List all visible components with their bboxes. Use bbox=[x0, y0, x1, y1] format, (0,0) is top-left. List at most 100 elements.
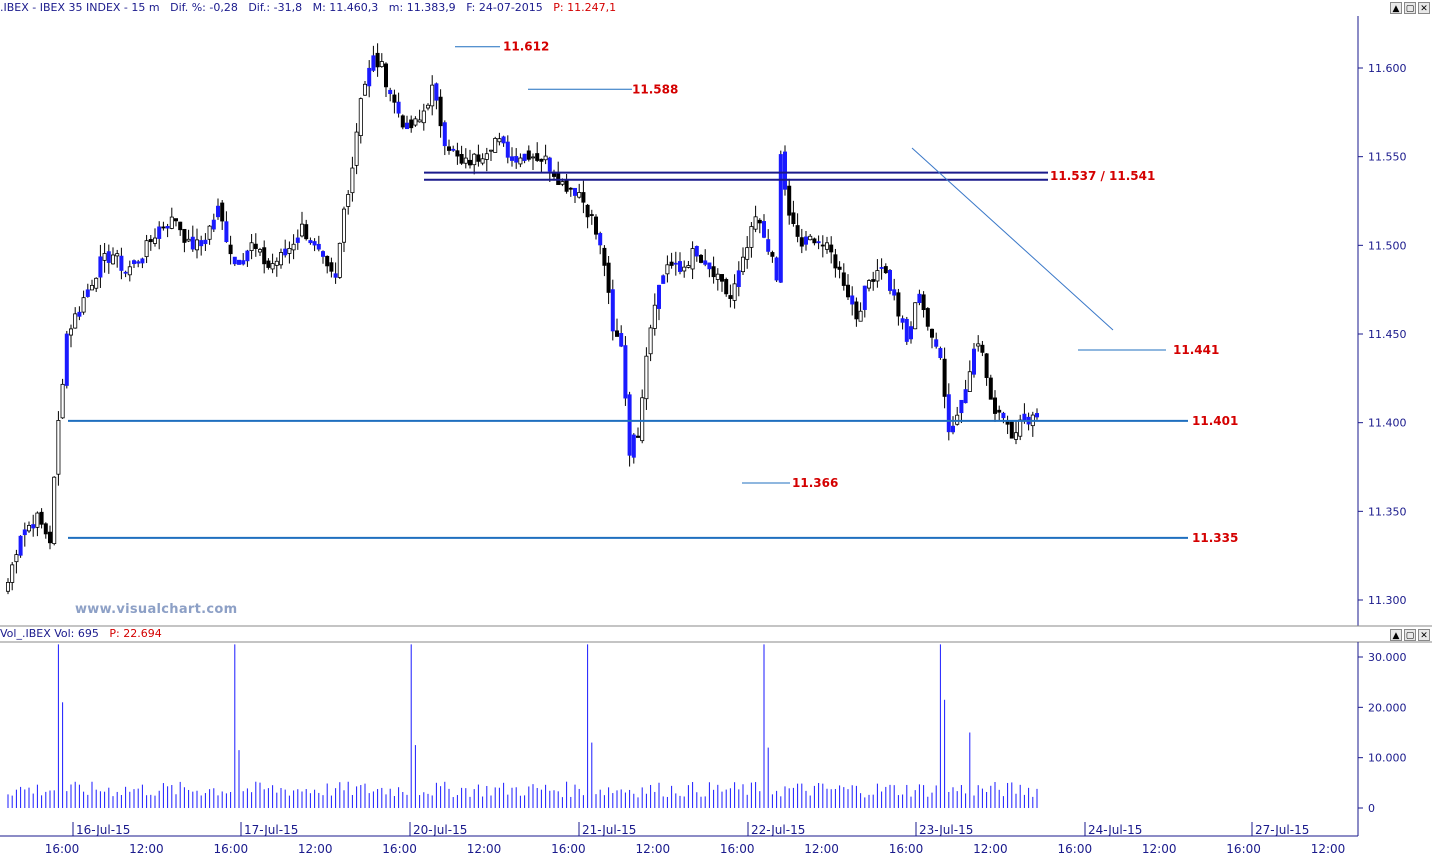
level-label: 11.441 bbox=[1173, 343, 1219, 357]
time-label: 16:00 bbox=[45, 842, 80, 856]
candle-body bbox=[1035, 413, 1040, 418]
candle-body bbox=[1022, 413, 1027, 421]
candle-body bbox=[446, 146, 451, 151]
volume-tick-label: 20.000 bbox=[1368, 701, 1407, 714]
candle-body bbox=[333, 273, 338, 278]
candle-body bbox=[90, 284, 95, 291]
candle-body bbox=[724, 279, 729, 295]
candle-body bbox=[194, 239, 199, 251]
candle-body bbox=[514, 156, 519, 163]
candle-body bbox=[354, 131, 359, 166]
candle-body bbox=[6, 582, 11, 592]
min-label: m: 11.383,9 bbox=[388, 1, 456, 14]
minimize-icon[interactable]: ▲ bbox=[1390, 629, 1402, 641]
candle-body bbox=[316, 243, 321, 250]
candle-body bbox=[917, 293, 922, 303]
candle-body bbox=[14, 554, 19, 563]
candle-body bbox=[131, 260, 136, 265]
candle-body bbox=[946, 394, 951, 433]
candle-body bbox=[211, 219, 216, 230]
candle-body bbox=[459, 154, 464, 164]
minimize-icon[interactable]: ▲ bbox=[1390, 2, 1402, 14]
candle-body bbox=[657, 284, 662, 309]
candle-body bbox=[215, 205, 220, 218]
candle-body bbox=[904, 318, 909, 342]
date-label: 23-Jul-15 bbox=[919, 823, 973, 837]
candle-body bbox=[148, 239, 153, 243]
candle-body bbox=[808, 235, 813, 241]
volume-tick-label: 30.000 bbox=[1368, 651, 1407, 664]
price-panel-controls: ▲ ▢ ✕ bbox=[1390, 2, 1430, 14]
candle-body bbox=[644, 355, 649, 400]
candle-body bbox=[421, 110, 426, 124]
maximize-icon[interactable]: ▢ bbox=[1404, 2, 1416, 14]
candle-body bbox=[77, 311, 82, 317]
maximize-icon[interactable]: ▢ bbox=[1404, 629, 1416, 641]
candle-body bbox=[396, 101, 401, 114]
candle-body bbox=[484, 153, 489, 160]
candle-body bbox=[888, 270, 893, 291]
candle-body bbox=[636, 435, 641, 438]
candle-body bbox=[367, 67, 372, 87]
diff-pct-label: Dif. %: -0,28 bbox=[170, 1, 238, 14]
candle-body bbox=[26, 525, 31, 532]
candle-body bbox=[867, 280, 872, 289]
candle-body bbox=[346, 194, 351, 207]
candle-body bbox=[497, 138, 502, 143]
candle-body bbox=[711, 266, 716, 278]
candle-body bbox=[774, 257, 779, 281]
candle-body bbox=[791, 212, 796, 224]
candle-body bbox=[392, 94, 397, 103]
candle-body bbox=[976, 343, 981, 347]
candle-body bbox=[665, 264, 670, 275]
candle-body bbox=[320, 251, 325, 257]
price-axis: 11.300 11.350 11.400 11.450 11.500 11.550 11.6… bbox=[1358, 62, 1407, 607]
candle-body bbox=[291, 243, 296, 251]
symbol-label: .IBEX - IBEX 35 INDEX - 15 m bbox=[0, 1, 160, 14]
candle-body bbox=[963, 389, 968, 404]
candle-body bbox=[518, 157, 523, 165]
volume-tick-label: 10.000 bbox=[1368, 752, 1407, 765]
time-label: 16:00 bbox=[1058, 842, 1093, 856]
candle-body bbox=[892, 289, 897, 296]
candle-body bbox=[388, 89, 393, 95]
candle-body bbox=[329, 262, 334, 272]
candle-body bbox=[224, 221, 229, 243]
candle-body bbox=[236, 259, 241, 265]
candles bbox=[6, 43, 1040, 595]
candle-body bbox=[900, 318, 905, 323]
close-icon[interactable]: ✕ bbox=[1418, 2, 1430, 14]
date-label: 21-Jul-15 bbox=[582, 823, 636, 837]
candle-body bbox=[241, 260, 246, 265]
candle-body bbox=[930, 328, 935, 338]
candle-body bbox=[123, 271, 128, 274]
close-icon[interactable]: ✕ bbox=[1418, 629, 1430, 641]
candle-body bbox=[111, 254, 116, 265]
candle-body bbox=[522, 153, 527, 161]
level-label: 11.612 bbox=[503, 40, 549, 54]
time-label: 16:00 bbox=[1226, 842, 1261, 856]
candle-body bbox=[531, 156, 536, 159]
candle-body bbox=[715, 273, 720, 280]
candle-body bbox=[577, 192, 582, 198]
candle-body bbox=[165, 226, 170, 229]
candle-body bbox=[980, 344, 985, 353]
candle-body bbox=[178, 221, 183, 231]
price-tick-label: 11.300 bbox=[1368, 594, 1407, 607]
candle-body bbox=[18, 535, 23, 556]
candle-body bbox=[52, 476, 57, 544]
candle-body bbox=[182, 228, 187, 243]
candle-body bbox=[463, 157, 468, 164]
price-label: P: 11.247,1 bbox=[553, 1, 617, 14]
candle-body bbox=[161, 226, 166, 229]
candle-body bbox=[766, 239, 771, 252]
candle-body bbox=[778, 154, 783, 283]
volume-tick-label: 0 bbox=[1368, 802, 1375, 815]
candle-body bbox=[144, 240, 149, 258]
candle-body bbox=[505, 141, 510, 158]
candle-body bbox=[951, 425, 956, 433]
candle-body bbox=[825, 242, 830, 250]
candle-body bbox=[967, 371, 972, 392]
candle-body bbox=[404, 122, 409, 130]
trend-line bbox=[911, 147, 1114, 331]
